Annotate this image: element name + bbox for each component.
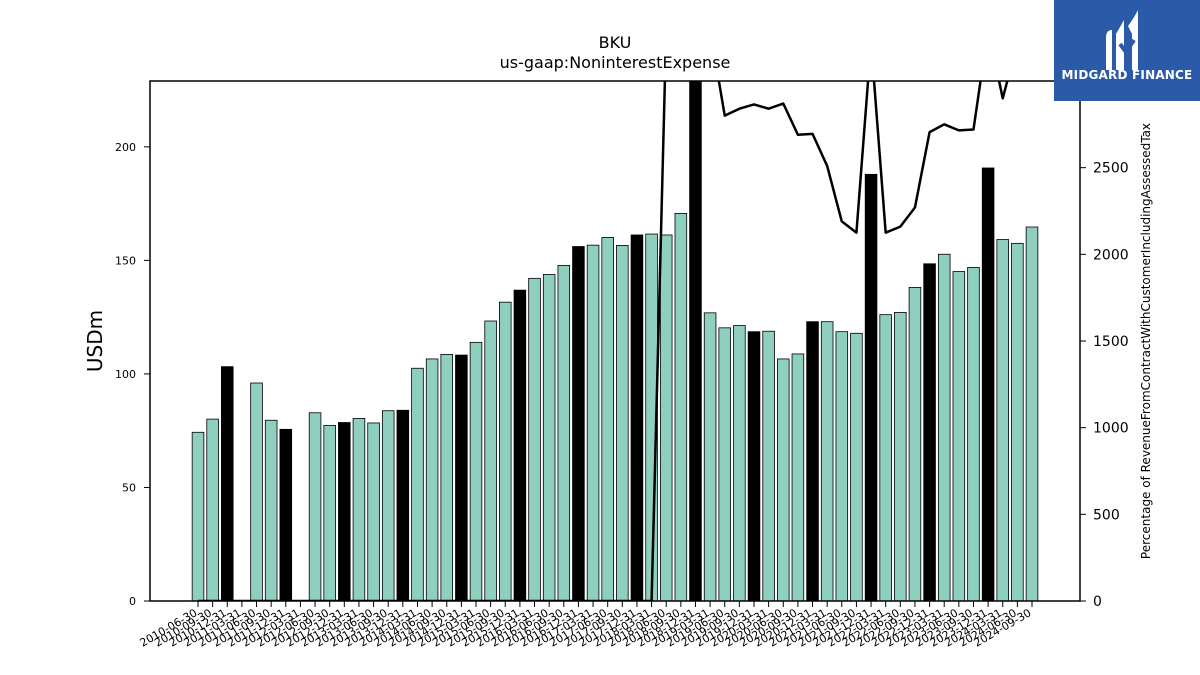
bar-2019-06-30 <box>719 328 731 601</box>
bar-2018-06-30 <box>660 235 672 601</box>
y-tick-label: 200 <box>115 141 136 154</box>
chart-title: BKU <box>599 33 632 52</box>
bar-2017-09-30 <box>616 245 628 601</box>
bar-2010-12-31 <box>221 367 233 601</box>
bar-2021-09-30 <box>851 333 863 601</box>
bar-2017-03-31 <box>587 245 599 601</box>
bar-2021-06-30 <box>836 332 848 601</box>
bar-2016-09-30 <box>558 265 570 601</box>
y2-tick-label: 0 <box>1093 594 1102 610</box>
bar-2019-09-30 <box>734 326 746 601</box>
y-axis-ticks: 0 50 100 150 200 <box>115 141 150 608</box>
bar-series <box>192 81 1038 601</box>
y2-axis-ticks: 050010001500200025003000 <box>1080 74 1129 610</box>
bar-2016-06-30 <box>543 274 555 601</box>
y-tick-label: 0 <box>129 595 136 608</box>
bar-2016-12-31 <box>573 247 585 601</box>
y-tick-label: 150 <box>115 254 136 267</box>
bar-2023-03-31 <box>938 254 950 601</box>
bar-2014-06-30 <box>426 359 438 601</box>
bar-2013-09-30 <box>382 411 394 601</box>
midgard-finance-logo: MIDGARD FINANCE <box>1054 0 1200 101</box>
bar-2022-03-31 <box>880 315 892 601</box>
bar-2019-12-31 <box>748 332 760 601</box>
bar-2023-09-30 <box>968 267 980 601</box>
bar-2013-03-31 <box>353 418 365 601</box>
bar-2020-06-30 <box>777 359 789 601</box>
bar-2016-03-31 <box>529 278 541 601</box>
bar-2019-03-31 <box>704 313 716 601</box>
revenue-percentage-line <box>198 29 1032 601</box>
bar-2018-09-30 <box>675 213 687 601</box>
bar-2015-12-31 <box>514 290 526 601</box>
brand-name: MIDGARD FINANCE <box>1054 68 1200 82</box>
bar-2024-06-30 <box>1012 243 1024 601</box>
y2-tick-label: 1000 <box>1093 421 1129 437</box>
y2-tick-label: 500 <box>1093 507 1120 523</box>
bar-2021-12-31 <box>865 174 877 601</box>
y-tick-label: 100 <box>115 368 136 381</box>
bar-2018-12-31 <box>690 81 702 601</box>
bar-2023-12-31 <box>982 168 994 601</box>
bar-2015-09-30 <box>499 302 511 601</box>
bar-2017-12-31 <box>631 235 643 601</box>
bar-2011-12-31 <box>280 429 292 601</box>
bar-2022-06-30 <box>894 312 906 601</box>
y2-tick-label: 1500 <box>1093 334 1129 350</box>
y2-axis-label: Percentage of RevenueFromContractWithCus… <box>1139 123 1153 559</box>
bar-2012-06-30 <box>309 413 321 601</box>
bar-2012-09-30 <box>324 425 336 601</box>
y2-tick-label: 2500 <box>1093 161 1129 177</box>
y-tick-label: 50 <box>122 481 136 494</box>
bar-2015-03-31 <box>470 342 482 601</box>
y2-tick-label: 2000 <box>1093 247 1129 263</box>
midgard-m-logo-icon <box>1054 0 1200 101</box>
bar-2013-12-31 <box>397 410 409 601</box>
bar-2024-09-30 <box>1026 227 1038 601</box>
bar-2013-06-30 <box>368 423 380 601</box>
bar-2012-12-31 <box>338 423 350 601</box>
chart-subtitle: us-gaap:NoninterestExpense <box>500 53 731 72</box>
x-axis-ticks: 2010-06-302010-09-302010-12-312011-03-31… <box>138 601 1034 650</box>
bar-2011-09-30 <box>265 420 277 601</box>
bar-2014-03-31 <box>412 368 424 601</box>
bar-2020-12-31 <box>807 322 819 601</box>
bar-2024-03-31 <box>997 240 1009 602</box>
bar-2014-09-30 <box>441 354 453 601</box>
bar-2014-12-31 <box>456 355 468 601</box>
bar-2010-09-30 <box>207 419 219 601</box>
bar-2022-09-30 <box>909 287 921 601</box>
bar-2020-09-30 <box>792 354 804 601</box>
bar-2020-03-31 <box>763 331 775 601</box>
y-axis-label: USDm <box>83 310 107 372</box>
bar-2022-12-31 <box>924 264 936 601</box>
bar-2011-06-30 <box>251 383 263 601</box>
bar-2017-06-30 <box>602 237 614 601</box>
bar-2023-06-30 <box>953 272 965 601</box>
bar-2015-06-30 <box>485 321 497 601</box>
bar-2010-06-30 <box>192 432 204 601</box>
bar-2021-03-31 <box>821 322 833 601</box>
